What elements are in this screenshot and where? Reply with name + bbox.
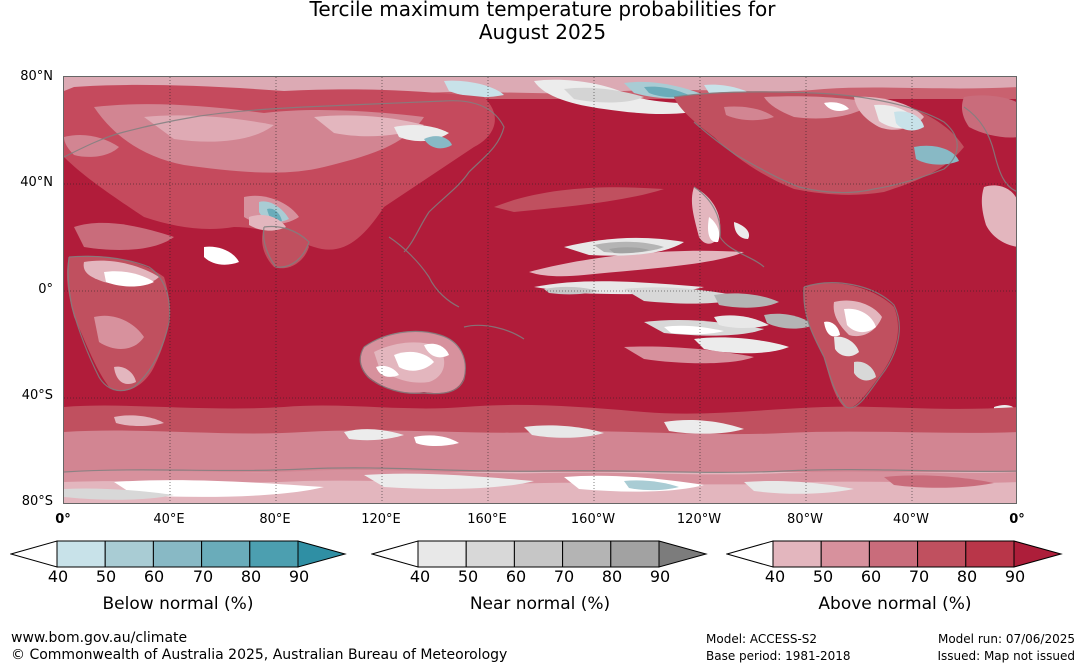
colorbar-near-label: Near normal (%) — [469, 594, 611, 614]
colorbar-extend-high — [658, 540, 708, 568]
lon-label-120w: 120°W — [676, 512, 722, 527]
model-name: Model: ACCESS-S2 — [706, 632, 818, 646]
colorbar-tick: 90 — [288, 567, 310, 586]
colorbar-tick: 80 — [601, 567, 623, 586]
colorbar-tick: 40 — [764, 567, 786, 586]
lat-label-0: 0° — [38, 282, 53, 297]
lon-label-80e: 80°E — [259, 512, 291, 527]
lon-label-120e: 120°E — [361, 512, 401, 527]
colorbar-segment — [249, 540, 299, 568]
antarctica-region — [64, 469, 1016, 503]
colorbar-above-label: Above normal (%) — [818, 594, 972, 614]
lon-label-80w: 80°W — [787, 512, 823, 527]
north-america-region — [674, 91, 964, 195]
colorbar-tick: 70 — [908, 567, 930, 586]
colorbar-tick: 70 — [553, 567, 575, 586]
colorbar-tick: 60 — [143, 567, 165, 586]
title-line-2: August 2025 — [478, 20, 607, 44]
lon-label-160e: 160°E — [467, 512, 507, 527]
colorbar-segment — [417, 540, 467, 568]
colorbar-tick: 40 — [409, 567, 431, 586]
colorbar-tick: 70 — [192, 567, 214, 586]
colorbar-tick: 60 — [505, 567, 527, 586]
colorbar-tick: 50 — [812, 567, 834, 586]
map-title: Tercile maximum temperature probabilitie… — [0, 0, 1085, 44]
africa-region — [66, 255, 170, 391]
lat-label-40n: 40°N — [20, 175, 53, 190]
probability-map — [63, 76, 1017, 504]
lon-label-40e: 40°E — [153, 512, 185, 527]
model-run-date: Model run: 07/06/2025 — [937, 632, 1075, 646]
colorbar-segment — [917, 540, 967, 568]
colorbar-tick: 90 — [649, 567, 671, 586]
colorbar-segment — [610, 540, 660, 568]
colorbar-tick: 50 — [457, 567, 479, 586]
lon-label-40w: 40°W — [893, 512, 929, 527]
colorbar-segment — [820, 540, 870, 568]
colorbar-above-normal — [726, 540, 1063, 568]
colorbar-tick: 80 — [240, 567, 262, 586]
issued-status: Issued: Map not issued — [937, 649, 1075, 663]
colorbar-below-label: Below normal (%) — [102, 594, 254, 614]
south-america-region — [803, 283, 899, 408]
colorbar-segment — [465, 540, 515, 568]
eurasia-region — [64, 84, 495, 250]
colorbar-tick: 60 — [860, 567, 882, 586]
colorbar-segment — [562, 540, 612, 568]
colorbar-below-normal — [10, 540, 347, 568]
website-link[interactable]: www.bom.gov.au/climate — [11, 630, 188, 646]
colorbar-segment — [868, 540, 919, 568]
colorbar-near-normal — [371, 540, 708, 568]
colorbar-tick: 90 — [1004, 567, 1026, 586]
colorbar-extend-low — [726, 540, 774, 568]
colorbar-segment — [513, 540, 564, 568]
colorbar-extend-low — [371, 540, 419, 568]
colorbar-tick: 80 — [956, 567, 978, 586]
southern-ocean-region — [64, 404, 1016, 472]
base-period: Base period: 1981-2018 — [706, 649, 851, 663]
colorbar-segment — [56, 540, 106, 568]
colorbar-tick: 40 — [47, 567, 69, 586]
title-line-1: Tercile maximum temperature probabilitie… — [309, 0, 776, 21]
copyright-text: © Commonwealth of Australia 2025, Austra… — [11, 647, 508, 663]
lat-label-80n: 80°N — [20, 69, 53, 84]
lat-label-80s: 80°S — [21, 494, 53, 509]
graticule — [64, 77, 1016, 503]
lon-label-0-right: 0° — [1009, 512, 1025, 527]
colorbar-extend-low — [10, 540, 58, 568]
lon-label-0-left: 0° — [55, 512, 71, 527]
colorbar-tick: 50 — [95, 567, 117, 586]
colorbar-segment — [772, 540, 822, 568]
lon-label-160w: 160°W — [570, 512, 616, 527]
colorbar-segment — [152, 540, 203, 568]
central-america-region — [691, 187, 750, 244]
colorbar-segment — [201, 540, 251, 568]
colorbar-extend-high — [297, 540, 347, 568]
australia-region — [360, 331, 466, 394]
colorbar-segment — [104, 540, 154, 568]
coastlines — [64, 91, 1016, 474]
colorbar-segment — [965, 540, 1015, 568]
colorbar-extend-high — [1013, 540, 1063, 568]
pacific-near-normal — [494, 187, 814, 364]
lat-label-40s: 40°S — [21, 388, 53, 403]
map-canvas — [64, 77, 1016, 503]
